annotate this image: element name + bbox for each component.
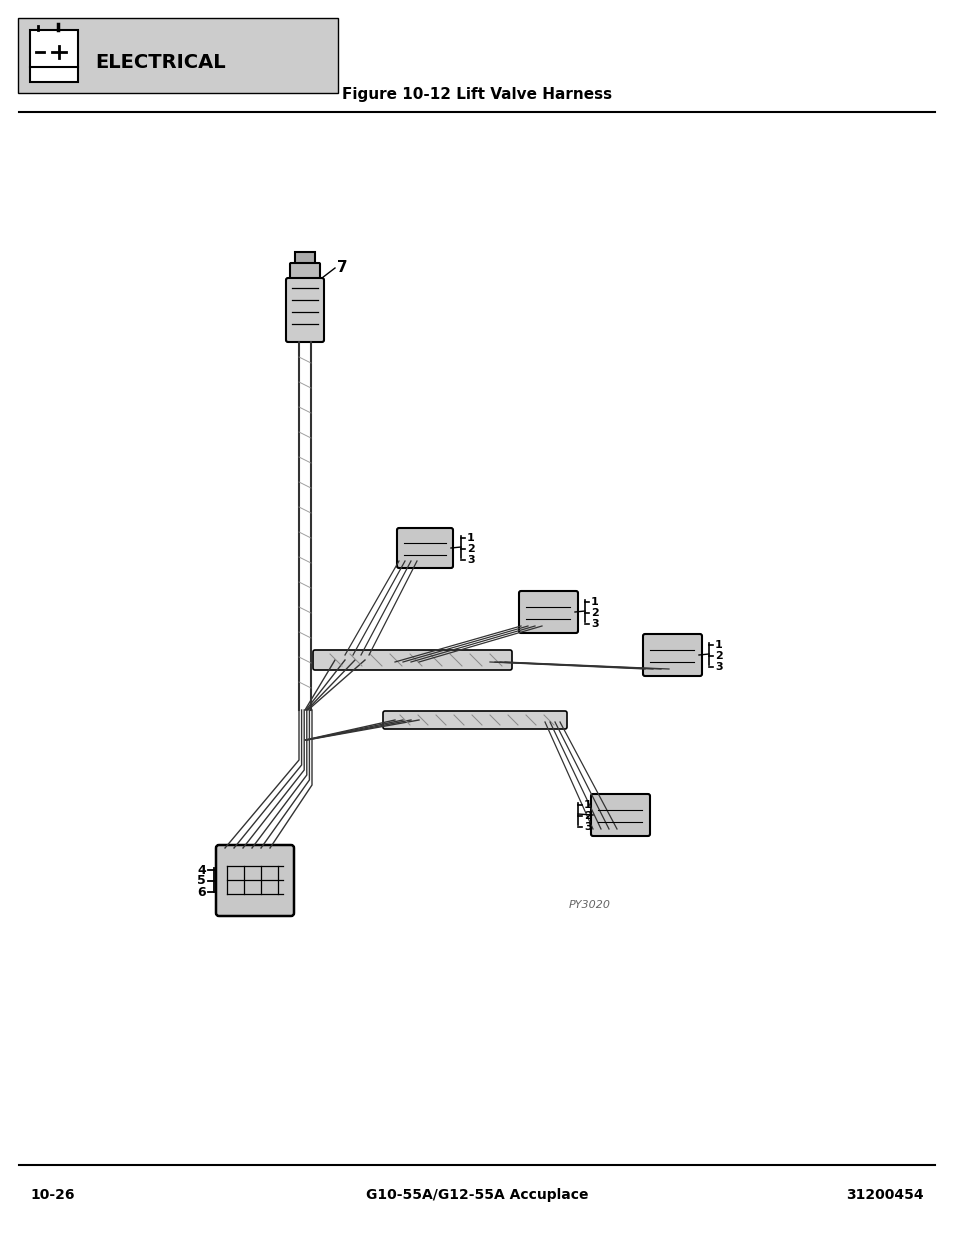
Text: 3: 3 xyxy=(583,823,591,832)
Text: 3: 3 xyxy=(714,662,721,672)
Text: 7: 7 xyxy=(336,261,347,275)
Text: 3: 3 xyxy=(467,555,475,564)
FancyBboxPatch shape xyxy=(313,650,512,671)
Text: PY3020: PY3020 xyxy=(568,900,610,910)
Text: 31200454: 31200454 xyxy=(845,1188,923,1202)
Text: G10-55A/G12-55A Accuplace: G10-55A/G12-55A Accuplace xyxy=(365,1188,588,1202)
Text: 2: 2 xyxy=(714,651,722,661)
Text: 1: 1 xyxy=(583,800,591,810)
Text: 10-26: 10-26 xyxy=(30,1188,74,1202)
Text: 3: 3 xyxy=(590,619,598,629)
FancyBboxPatch shape xyxy=(382,711,566,729)
Text: 4: 4 xyxy=(197,863,206,877)
Text: 2: 2 xyxy=(467,543,475,555)
Bar xyxy=(30,30,78,82)
Text: ELECTRICAL: ELECTRICAL xyxy=(95,53,226,72)
Text: 2: 2 xyxy=(583,811,591,821)
FancyBboxPatch shape xyxy=(590,794,649,836)
FancyBboxPatch shape xyxy=(286,278,324,342)
FancyBboxPatch shape xyxy=(642,634,701,676)
Text: 1: 1 xyxy=(467,534,475,543)
FancyBboxPatch shape xyxy=(294,252,314,266)
FancyBboxPatch shape xyxy=(290,263,319,282)
Text: 1: 1 xyxy=(714,640,722,650)
Text: 1: 1 xyxy=(590,597,598,606)
FancyBboxPatch shape xyxy=(215,845,294,916)
Text: 5: 5 xyxy=(197,874,206,888)
FancyBboxPatch shape xyxy=(518,592,578,634)
Text: 2: 2 xyxy=(590,608,598,618)
FancyBboxPatch shape xyxy=(18,19,337,93)
FancyBboxPatch shape xyxy=(396,529,453,568)
Text: 6: 6 xyxy=(197,885,206,899)
Text: Figure 10-12 Lift Valve Harness: Figure 10-12 Lift Valve Harness xyxy=(341,86,612,103)
